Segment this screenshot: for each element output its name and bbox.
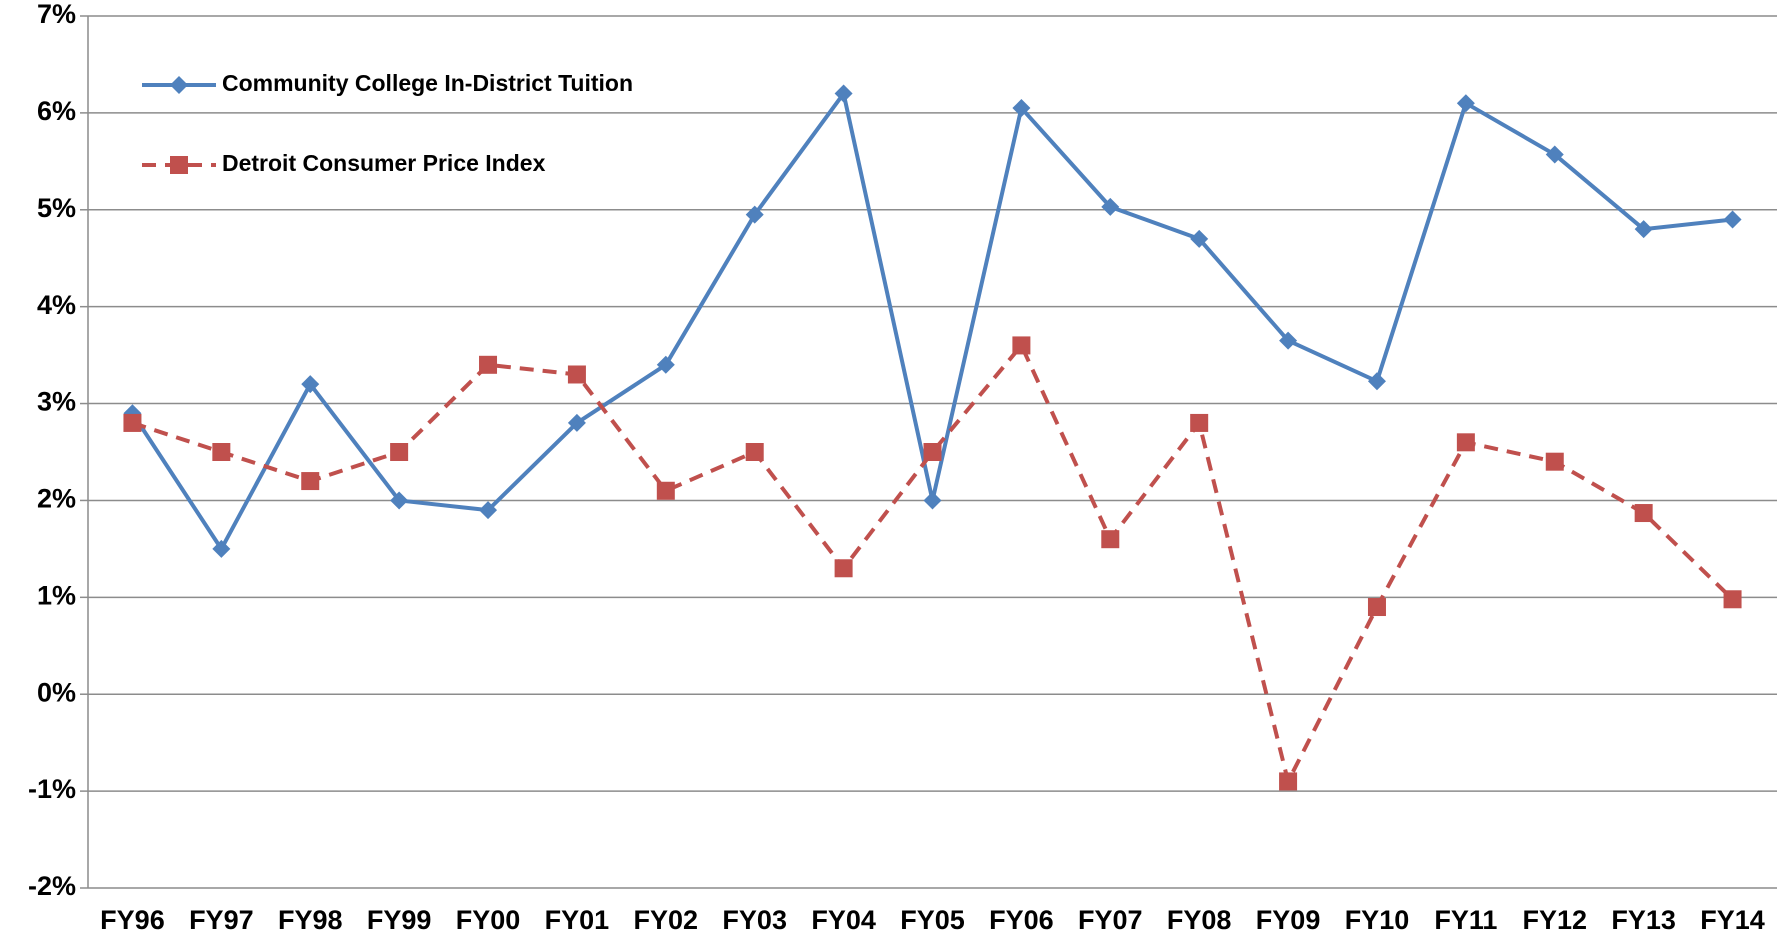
marker bbox=[1545, 452, 1564, 471]
marker bbox=[1012, 336, 1031, 355]
marker bbox=[390, 491, 409, 510]
x-tick-label: FY13 bbox=[1611, 905, 1676, 935]
x-tick-label: FY03 bbox=[722, 905, 787, 935]
marker bbox=[1190, 229, 1209, 248]
marker bbox=[1012, 99, 1031, 118]
legend-marker bbox=[170, 76, 188, 94]
marker bbox=[1545, 145, 1564, 164]
x-tick-label: FY00 bbox=[456, 905, 521, 935]
marker bbox=[1634, 504, 1653, 523]
marker bbox=[1279, 331, 1298, 350]
y-tick-label: 2% bbox=[37, 484, 76, 514]
marker bbox=[1101, 197, 1120, 216]
x-tick-label: FY01 bbox=[545, 905, 610, 935]
marker bbox=[1101, 530, 1120, 549]
marker bbox=[1456, 433, 1475, 452]
x-tick-label: FY08 bbox=[1167, 905, 1232, 935]
marker bbox=[745, 443, 764, 461]
x-tick-label: FY02 bbox=[634, 905, 699, 935]
marker bbox=[123, 413, 142, 432]
marker bbox=[212, 443, 231, 461]
y-tick-label: 0% bbox=[37, 677, 76, 707]
marker bbox=[656, 355, 675, 374]
marker bbox=[834, 84, 853, 103]
x-tick-label: FY97 bbox=[189, 905, 254, 935]
x-tick-label: FY09 bbox=[1256, 905, 1321, 935]
marker bbox=[923, 443, 942, 461]
legend-label: Community College In-District Tuition bbox=[222, 70, 633, 96]
marker bbox=[567, 413, 586, 432]
x-tick-label: FY12 bbox=[1522, 905, 1587, 935]
y-tick-label: -2% bbox=[28, 871, 76, 901]
x-tick-label: FY06 bbox=[989, 905, 1054, 935]
y-tick-label: 3% bbox=[37, 387, 76, 417]
legend-label: Detroit Consumer Price Index bbox=[222, 150, 546, 176]
x-tick-label: FY11 bbox=[1434, 905, 1497, 935]
marker bbox=[479, 355, 498, 374]
marker bbox=[1367, 372, 1386, 391]
marker bbox=[1723, 590, 1742, 609]
marker bbox=[390, 443, 409, 461]
x-tick-label: FY99 bbox=[367, 905, 432, 935]
x-tick-label: FY14 bbox=[1700, 905, 1765, 935]
marker bbox=[212, 539, 231, 558]
x-tick-label: FY96 bbox=[100, 905, 165, 935]
marker bbox=[1723, 210, 1742, 229]
marker bbox=[923, 491, 942, 510]
marker bbox=[1367, 598, 1386, 617]
x-tick-label: FY07 bbox=[1078, 905, 1143, 935]
y-tick-label: 5% bbox=[37, 193, 76, 223]
x-tick-label: FY04 bbox=[811, 905, 876, 935]
marker bbox=[1634, 220, 1653, 239]
y-tick-label: 6% bbox=[37, 96, 76, 126]
marker bbox=[1456, 94, 1475, 113]
y-tick-label: -1% bbox=[28, 774, 76, 804]
y-tick-label: 4% bbox=[37, 290, 76, 320]
x-tick-label: FY05 bbox=[900, 905, 965, 935]
x-tick-label: FY98 bbox=[278, 905, 343, 935]
marker bbox=[1279, 772, 1298, 791]
marker bbox=[567, 365, 586, 384]
legend-marker bbox=[170, 156, 188, 174]
marker bbox=[656, 481, 675, 500]
marker bbox=[301, 375, 320, 394]
y-tick-label: 7% bbox=[37, 0, 76, 29]
marker bbox=[745, 205, 764, 224]
marker bbox=[301, 472, 320, 491]
x-tick-label: FY10 bbox=[1345, 905, 1410, 935]
marker bbox=[1190, 413, 1209, 432]
marker bbox=[479, 501, 498, 520]
marker bbox=[834, 559, 853, 578]
y-tick-label: 1% bbox=[37, 580, 76, 610]
